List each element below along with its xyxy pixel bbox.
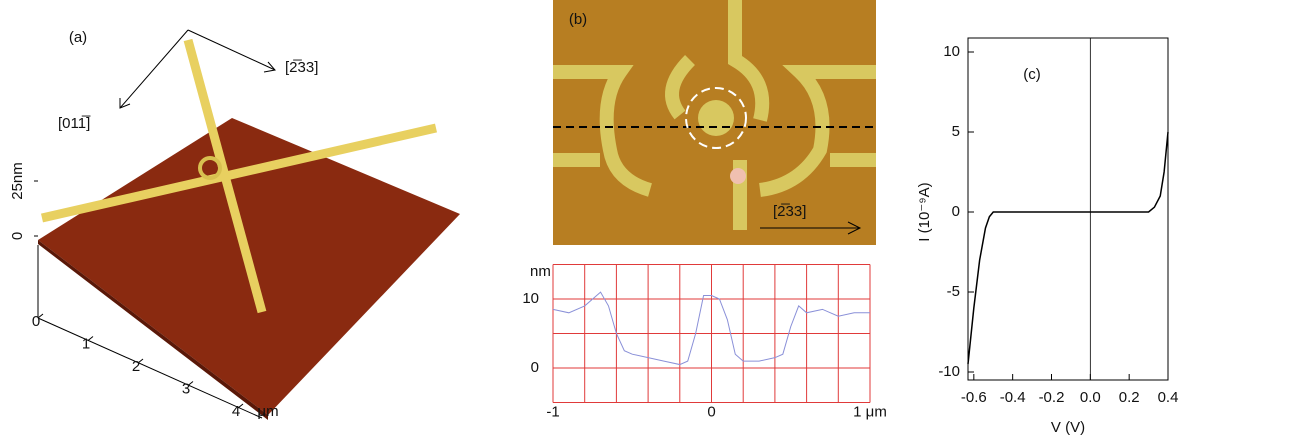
x-tick-label: 3 xyxy=(182,380,190,397)
y-tick-label: -5 xyxy=(947,283,960,300)
plot-frame xyxy=(967,37,1169,381)
x-tick-label: 4 xyxy=(232,403,240,420)
x-tick-label: 0 xyxy=(32,313,40,330)
x-tick xyxy=(87,336,94,341)
panel-label: (a) xyxy=(69,29,87,46)
arrowhead xyxy=(119,98,131,109)
surface-edge xyxy=(38,240,268,420)
x-tick-label: 0.0 xyxy=(1080,389,1101,406)
x-tick xyxy=(187,381,194,386)
wires xyxy=(553,0,876,230)
wire xyxy=(40,123,438,223)
x-tick xyxy=(237,403,244,409)
x-tick-label: 2 xyxy=(132,358,140,375)
line-series xyxy=(552,291,870,366)
y-tick-label: 0 xyxy=(952,203,960,220)
x-tick xyxy=(37,313,44,319)
dot-ring xyxy=(198,156,222,180)
y-tick-label: -10 xyxy=(938,363,960,380)
x-unit: μm xyxy=(257,403,278,420)
x-tick-label: -0.6 xyxy=(961,389,987,406)
direction-label: [2̅33] xyxy=(285,59,318,76)
x-tick-label: -0.4 xyxy=(1000,389,1026,406)
x-tick-label: -1 xyxy=(546,403,559,420)
direction-label: [011̅] xyxy=(58,115,91,132)
x-tick-label: 0.2 xyxy=(1119,389,1140,406)
y-tick-label: 0 xyxy=(531,359,539,376)
arrow xyxy=(187,29,276,71)
y-tick-label: 5 xyxy=(952,123,960,140)
x-label: V (V) xyxy=(1051,419,1085,436)
axis xyxy=(37,317,263,419)
x-tick-label: 1 μm xyxy=(853,403,887,420)
spot xyxy=(730,168,746,184)
panel-label: (b) xyxy=(569,11,587,28)
arrowhead xyxy=(263,61,276,73)
x-tick-label: 0 xyxy=(707,403,715,420)
y-label: nm xyxy=(530,263,551,280)
direction-label: [2̅33] xyxy=(773,203,806,220)
arrowhead xyxy=(847,221,862,235)
y-label: I (10⁻⁹A) xyxy=(916,182,933,241)
z-tick-label: 25nm xyxy=(9,162,26,200)
dashed-circle xyxy=(685,87,747,149)
dot xyxy=(698,100,734,136)
y-tick-label: 10 xyxy=(522,290,539,307)
x-tick-label: 1 xyxy=(82,335,90,352)
line-series xyxy=(967,131,1169,365)
x-tick-label: -0.2 xyxy=(1039,389,1065,406)
panel-label: (c) xyxy=(1023,66,1041,83)
x-tick-label: 0.4 xyxy=(1158,389,1179,406)
arrow xyxy=(119,29,189,109)
x-tick xyxy=(137,358,144,364)
y-tick-label: 10 xyxy=(943,43,960,60)
z-tick-label: 0 xyxy=(9,232,26,240)
